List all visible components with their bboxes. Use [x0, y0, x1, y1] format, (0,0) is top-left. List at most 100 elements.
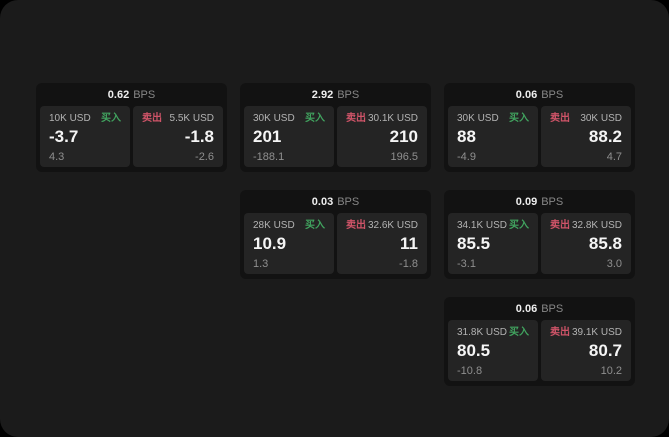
- buy-price: 85.5: [457, 234, 491, 253]
- sell-amount-label: 32.6K USD: [367, 220, 418, 231]
- sell-price: -1.8: [184, 127, 214, 146]
- bps-unit-label: BPS: [133, 88, 156, 101]
- card-body: 30K USD 买入 201 -188.1 卖出 30.1K USD 210 1…: [240, 106, 431, 167]
- buy-sub-value: 1.3: [253, 258, 269, 271]
- buy-amount-label: 10K USD: [49, 113, 91, 124]
- buy-amount-label: 30K USD: [457, 113, 499, 124]
- buy-quote-tile[interactable]: 30K USD 买入 201 -188.1: [244, 106, 334, 167]
- sell-quote-tile[interactable]: 卖出 30K USD 88.2 4.7: [541, 106, 631, 167]
- quote-card: 0.06 BPS 31.8K USD 买入 80.5 -10.8 卖出 39.1…: [444, 297, 635, 386]
- card-header: 0.03 BPS: [240, 190, 431, 213]
- bps-unit-label: BPS: [541, 88, 564, 101]
- sell-tag: 卖出: [550, 220, 570, 231]
- buy-tag: 买入: [509, 220, 529, 231]
- buy-amount-label: 34.1K USD: [457, 220, 508, 231]
- buy-tag: 买入: [509, 327, 529, 338]
- buy-quote-tile[interactable]: 31.8K USD 买入 80.5 -10.8: [448, 320, 538, 381]
- bps-unit-label: BPS: [337, 195, 360, 208]
- sell-amount-label: 32.8K USD: [571, 220, 622, 231]
- bps-value: 0.09: [515, 195, 538, 208]
- buy-sub-value: -10.8: [457, 365, 483, 378]
- card-body: 28K USD 买入 10.9 1.3 卖出 32.6K USD 11 -1.8: [240, 213, 431, 274]
- sell-price: 210: [389, 127, 418, 146]
- buy-price: -3.7: [49, 127, 79, 146]
- card-header: 0.06 BPS: [444, 83, 635, 106]
- bps-value: 0.62: [107, 88, 130, 101]
- buy-tile-header: 34.1K USD 买入: [457, 220, 529, 232]
- card-header: 0.62 BPS: [36, 83, 227, 106]
- sell-quote-tile[interactable]: 卖出 39.1K USD 80.7 10.2: [541, 320, 631, 381]
- sell-tile-header: 卖出 32.8K USD: [550, 220, 622, 232]
- buy-tag: 买入: [101, 113, 121, 124]
- sell-amount-label: 30K USD: [580, 113, 622, 124]
- buy-tile-header: 28K USD 买入: [253, 220, 325, 232]
- quote-card: 0.62 BPS 10K USD 买入 -3.7 4.3 卖出 5.5K USD…: [36, 83, 227, 172]
- sell-tile-header: 卖出 32.6K USD: [346, 220, 418, 232]
- sell-sub-value: -1.8: [399, 258, 418, 271]
- buy-tile-header: 31.8K USD 买入: [457, 327, 529, 339]
- sell-price: 85.8: [588, 234, 622, 253]
- sell-tile-header: 卖出 5.5K USD: [142, 113, 214, 125]
- buy-tile-header: 30K USD 买入: [457, 113, 529, 125]
- card-body: 31.8K USD 买入 80.5 -10.8 卖出 39.1K USD 80.…: [444, 320, 635, 381]
- sell-price: 88.2: [588, 127, 622, 146]
- card-header: 0.06 BPS: [444, 297, 635, 320]
- sell-tile-header: 卖出 39.1K USD: [550, 327, 622, 339]
- buy-tile-header: 30K USD 买入: [253, 113, 325, 125]
- quote-card: 2.92 BPS 30K USD 买入 201 -188.1 卖出 30.1K …: [240, 83, 431, 172]
- sell-price: 80.7: [588, 341, 622, 360]
- buy-quote-tile[interactable]: 34.1K USD 买入 85.5 -3.1: [448, 213, 538, 274]
- buy-price: 201: [253, 127, 282, 146]
- buy-tile-header: 10K USD 买入: [49, 113, 121, 125]
- buy-sub-value: -3.1: [457, 258, 476, 271]
- sell-quote-tile[interactable]: 卖出 30.1K USD 210 196.5: [337, 106, 427, 167]
- buy-amount-label: 30K USD: [253, 113, 295, 124]
- buy-sub-value: -4.9: [457, 151, 476, 164]
- buy-price: 88: [457, 127, 476, 146]
- sell-sub-value: -2.6: [195, 151, 214, 164]
- buy-price: 10.9: [253, 234, 287, 253]
- bps-value: 0.03: [311, 195, 334, 208]
- sell-sub-value: 3.0: [606, 258, 622, 271]
- sell-sub-value: 196.5: [390, 151, 418, 164]
- sell-tag: 卖出: [550, 327, 570, 338]
- sell-sub-value: 4.7: [606, 151, 622, 164]
- bps-value: 2.92: [311, 88, 334, 101]
- bps-unit-label: BPS: [337, 88, 360, 101]
- sell-amount-label: 5.5K USD: [169, 113, 214, 124]
- buy-quote-tile[interactable]: 10K USD 买入 -3.7 4.3: [40, 106, 130, 167]
- buy-tag: 买入: [509, 113, 529, 124]
- quote-card: 0.06 BPS 30K USD 买入 88 -4.9 卖出 30K USD 8…: [444, 83, 635, 172]
- sell-tile-header: 卖出 30.1K USD: [346, 113, 418, 125]
- bps-value: 0.06: [515, 302, 538, 315]
- sell-tag: 卖出: [346, 113, 366, 124]
- sell-amount-label: 30.1K USD: [367, 113, 418, 124]
- quote-card: 0.03 BPS 28K USD 买入 10.9 1.3 卖出 32.6K US…: [240, 190, 431, 279]
- buy-price: 80.5: [457, 341, 491, 360]
- sell-tag: 卖出: [550, 113, 570, 124]
- sell-quote-tile[interactable]: 卖出 5.5K USD -1.8 -2.6: [133, 106, 223, 167]
- sell-price: 11: [400, 234, 418, 253]
- buy-sub-value: -188.1: [253, 151, 285, 164]
- buy-amount-label: 28K USD: [253, 220, 295, 231]
- card-body: 34.1K USD 买入 85.5 -3.1 卖出 32.8K USD 85.8…: [444, 213, 635, 274]
- card-body: 30K USD 买入 88 -4.9 卖出 30K USD 88.2 4.7: [444, 106, 635, 167]
- card-header: 0.09 BPS: [444, 190, 635, 213]
- sell-quote-tile[interactable]: 卖出 32.6K USD 11 -1.8: [337, 213, 427, 274]
- sell-tag: 卖出: [346, 220, 366, 231]
- card-header: 2.92 BPS: [240, 83, 431, 106]
- bps-value: 0.06: [515, 88, 538, 101]
- buy-sub-value: 4.3: [49, 151, 65, 164]
- bps-unit-label: BPS: [541, 195, 564, 208]
- buy-amount-label: 31.8K USD: [457, 327, 508, 338]
- bps-unit-label: BPS: [541, 302, 564, 315]
- sell-sub-value: 10.2: [600, 365, 622, 378]
- buy-tag: 买入: [305, 220, 325, 231]
- buy-quote-tile[interactable]: 30K USD 买入 88 -4.9: [448, 106, 538, 167]
- sell-tag: 卖出: [142, 113, 162, 124]
- sell-tile-header: 卖出 30K USD: [550, 113, 622, 125]
- buy-quote-tile[interactable]: 28K USD 买入 10.9 1.3: [244, 213, 334, 274]
- sell-amount-label: 39.1K USD: [571, 327, 622, 338]
- sell-quote-tile[interactable]: 卖出 32.8K USD 85.8 3.0: [541, 213, 631, 274]
